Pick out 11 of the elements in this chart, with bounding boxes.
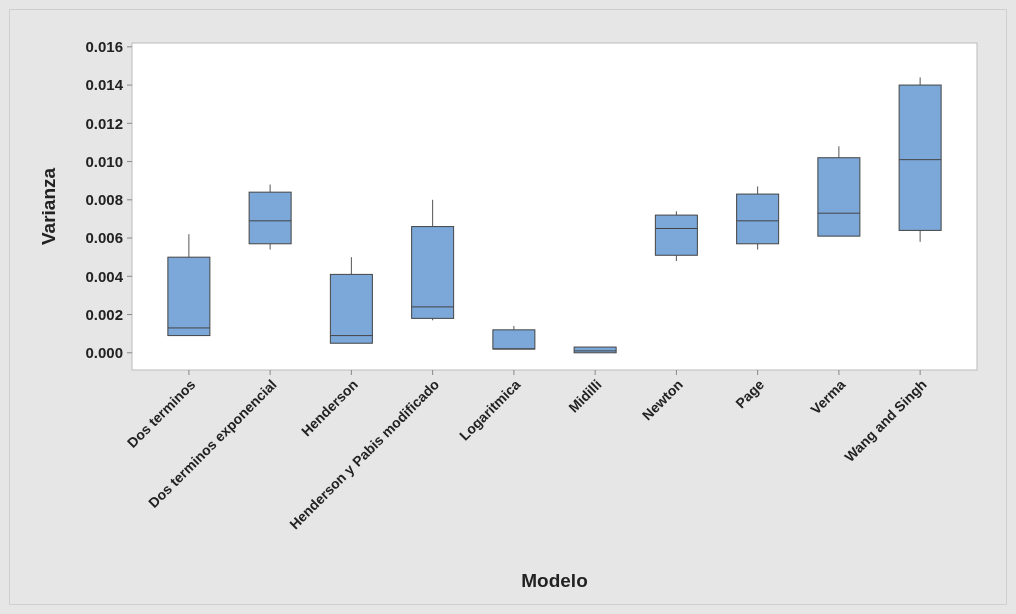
y-axis-title: Varianza: [38, 167, 59, 246]
y-tick-label: 0.008: [85, 191, 123, 209]
y-tick-label: 0.010: [85, 152, 123, 170]
y-tick-label: 0.002: [85, 305, 123, 323]
y-tick-label: 0.004: [85, 267, 124, 285]
y-tick-label: 0.000: [85, 344, 123, 362]
y-tick-label: 0.016: [85, 38, 123, 56]
y-tick-label: 0.014: [85, 76, 124, 94]
x-axis-title: Modelo: [521, 570, 588, 591]
y-tick-label: 0.006: [85, 229, 123, 247]
y-tick-label: 0.012: [85, 114, 123, 132]
